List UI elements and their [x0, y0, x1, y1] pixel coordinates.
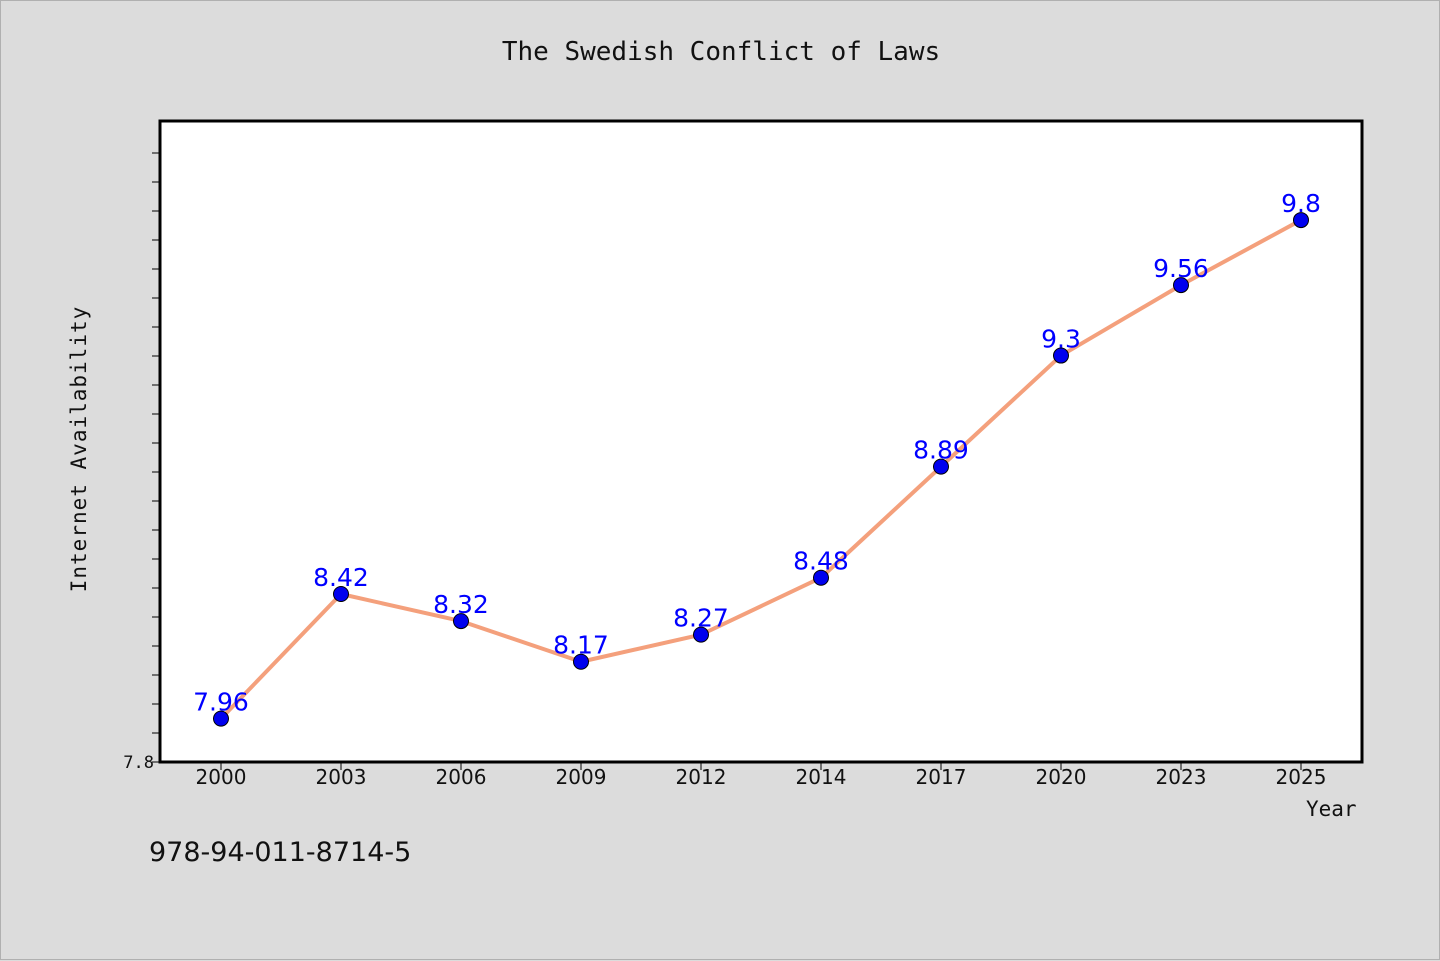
- data-point: [213, 710, 229, 727]
- data-point: [453, 613, 469, 630]
- x-tick-label: 2023: [1156, 765, 1207, 789]
- data-label: 8.17: [553, 631, 609, 660]
- y-tick-label: 7.8: [123, 753, 154, 773]
- data-label: 8.48: [793, 547, 849, 576]
- x-tick-label: 2020: [1036, 765, 1087, 789]
- data-point: [1053, 347, 1069, 364]
- x-tick-label: 2025: [1276, 765, 1327, 789]
- data-label: 8.27: [673, 604, 729, 633]
- data-point: [693, 626, 709, 643]
- data-label: 9.56: [1153, 254, 1209, 283]
- data-point: [1173, 277, 1189, 294]
- data-point: [813, 569, 829, 586]
- x-tick-label: 2009: [556, 765, 607, 789]
- x-tick-label: 2012: [676, 765, 727, 789]
- data-label: 9.3: [1041, 325, 1081, 354]
- data-label: 9.8: [1281, 189, 1321, 218]
- isbn-footer: 978-94-011-8714-5: [149, 837, 412, 868]
- series-line: [219, 218, 1302, 721]
- data-point: [333, 585, 349, 602]
- x-tick-label: 2014: [796, 765, 847, 789]
- x-axis-label: Year: [1306, 797, 1357, 821]
- plot-area: [158, 119, 1364, 764]
- x-tick-label: 2017: [916, 765, 967, 789]
- x-tick-label: 2006: [436, 765, 487, 789]
- data-label: 7.96: [193, 688, 249, 717]
- data-point: [1293, 212, 1309, 229]
- data-label: 8.32: [433, 590, 489, 619]
- chart-title: The Swedish Conflict of Laws: [501, 37, 941, 67]
- data-point: [933, 458, 949, 475]
- data-label: 8.89: [913, 436, 969, 465]
- x-axis-ticks: 2000 2003 2006 2009 2012 2014 2017 2020 2023 2025: [196, 762, 1327, 789]
- x-tick-label: 2000: [196, 765, 247, 789]
- data-label: 8.42: [313, 563, 369, 592]
- series-group: 7.96 8.42 8.32 8.17 8.27 8.48 8.89 9.3 9.56 9.8: [193, 189, 1321, 727]
- data-point: [573, 653, 589, 670]
- x-tick-label: 2003: [316, 765, 367, 789]
- y-axis-ticks: 7.8: [123, 152, 160, 773]
